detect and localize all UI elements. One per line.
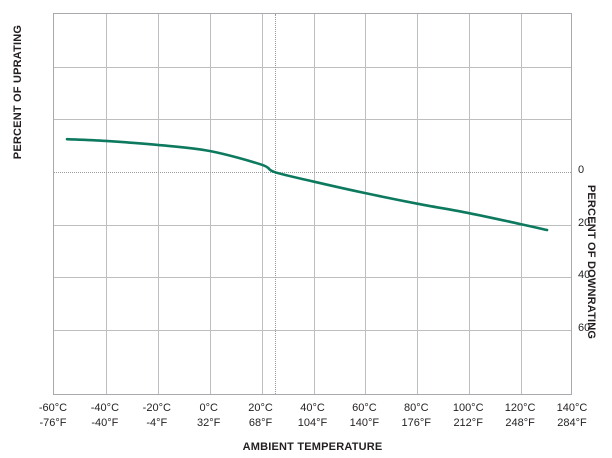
x-tick-label: -20°C -4°F [122,401,192,431]
x-tick-celsius: 80°C [404,402,429,414]
x-tick-label: 120°C 248°F [485,401,555,431]
x-tick-fahrenheit: 176°F [401,417,432,429]
y-tick-label-right: 0 [578,164,585,177]
y-axis-title-right: PERCENT OF DOWNRATING [585,184,597,340]
x-tick-celsius: -40°C [90,402,120,414]
x-axis-title: AMBIENT TEMPERATURE [242,441,383,453]
uprating-curve [65,137,549,232]
y-tick-label-right: 60 [578,322,591,335]
x-tick-fahrenheit: -76°F [39,417,67,429]
x-tick-celsius: 20°C [248,402,273,414]
x-tick-label: 40°C 104°F [278,401,348,431]
gridline-horizontal [54,330,571,332]
gridline-vertical [521,14,523,394]
gridline-horizontal [54,119,571,121]
gridline-vertical [313,14,315,394]
zero-reference-line [54,172,571,174]
x-tick-fahrenheit: 248°F [505,417,535,429]
x-tick-celsius: 120°C [504,402,536,414]
x-tick-celsius: 0°C [199,402,218,414]
x-tick-label: 140°C 284°F [537,401,607,431]
x-tick-fahrenheit: 140°F [349,417,380,429]
gridline-vertical [261,14,263,394]
gridline-horizontal [54,66,571,68]
x-tick-fahrenheit: -40°F [91,417,119,429]
curve-layer [65,137,549,232]
y-tick-label-right: 40 [578,269,591,282]
x-tick-label: 60°C 140°F [329,401,399,431]
gridline-vertical [105,14,107,394]
x-tick-label: 0°C 32°F [174,401,244,431]
x-tick-label: 80°C 176°F [381,401,451,431]
x-tick-label: 100°C 212°F [433,401,503,431]
x-tick-label: -60°C -76°F [18,401,88,431]
plot-area [53,13,572,395]
gridline-horizontal [54,224,571,226]
y-tick-label-right: 20 [578,216,591,229]
x-tick-label: 20°C 68°F [226,401,296,431]
gridline-vertical [209,14,211,394]
x-tick-fahrenheit: 68°F [248,417,273,429]
x-tick-celsius: 40°C [300,402,325,414]
x-tick-label: -40°C -40°F [70,401,140,431]
x-tick-fahrenheit: 284°F [557,417,587,429]
gridline-vertical [365,14,367,394]
x-tick-celsius: -60°C [38,402,68,414]
ambient-reference-line [274,14,276,394]
y-axis-title-left: PERCENT OF UPRATING [12,24,24,160]
x-tick-fahrenheit: 104°F [297,417,328,429]
gridline-vertical [157,14,159,394]
gridline-vertical [469,14,471,394]
x-tick-celsius: 140°C [556,402,588,414]
x-tick-celsius: -20°C [142,402,171,414]
x-tick-fahrenheit: -4°F [146,417,168,429]
gridline-horizontal [54,277,571,279]
x-tick-fahrenheit: 32°F [197,417,221,429]
x-tick-celsius: 100°C [452,402,484,414]
x-tick-fahrenheit: 212°F [453,417,483,429]
x-tick-celsius: 60°C [352,402,377,414]
